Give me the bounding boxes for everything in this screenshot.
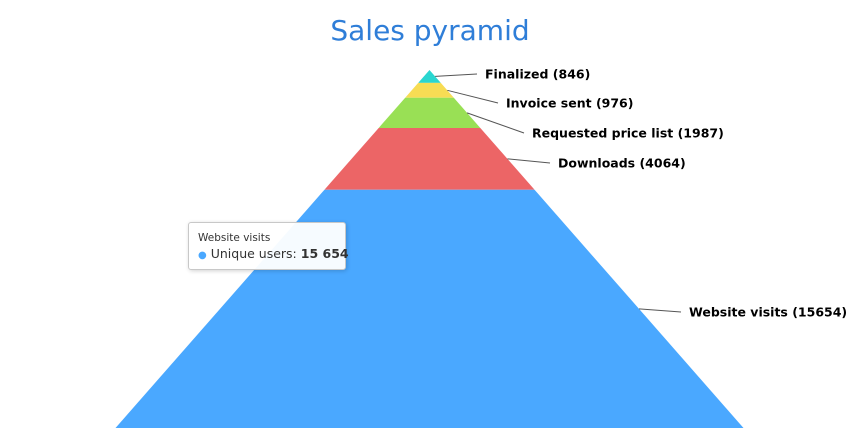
label-downloads: Downloads (4064): [558, 156, 686, 171]
connector-requested-price-list: [466, 112, 525, 134]
tooltip-value: 15 654: [300, 246, 349, 261]
pyramid-labels: Finalized (846) Invoice sent (976) Request…: [435, 67, 847, 320]
tooltip-header: Website visits: [198, 232, 271, 244]
label-requested-price-list: Requested price list (1987): [532, 126, 724, 141]
stage-finalized[interactable]: [418, 70, 441, 83]
connector-invoice-sent: [447, 89, 499, 104]
label-finalized: Finalized (846): [485, 67, 590, 82]
stage-downloads[interactable]: [324, 127, 535, 190]
tooltip-series-label: Unique users:: [210, 246, 301, 261]
stage-requested-price-list[interactable]: [378, 97, 481, 128]
connector-downloads: [507, 158, 551, 164]
connector-website-visits: [639, 308, 682, 313]
label-website-visits: Website visits (15654): [689, 305, 847, 320]
tooltip: Website visits ● Unique users: 15 654: [188, 222, 349, 270]
label-invoice-sent: Invoice sent (976): [506, 96, 633, 111]
stage-invoice-sent[interactable]: [405, 82, 454, 98]
chart-title: Sales pyramid: [330, 14, 529, 47]
tooltip-body: ● Unique users: 15 654: [198, 245, 349, 265]
series-dot-icon: ●: [198, 250, 207, 261]
connector-finalized: [435, 73, 478, 77]
